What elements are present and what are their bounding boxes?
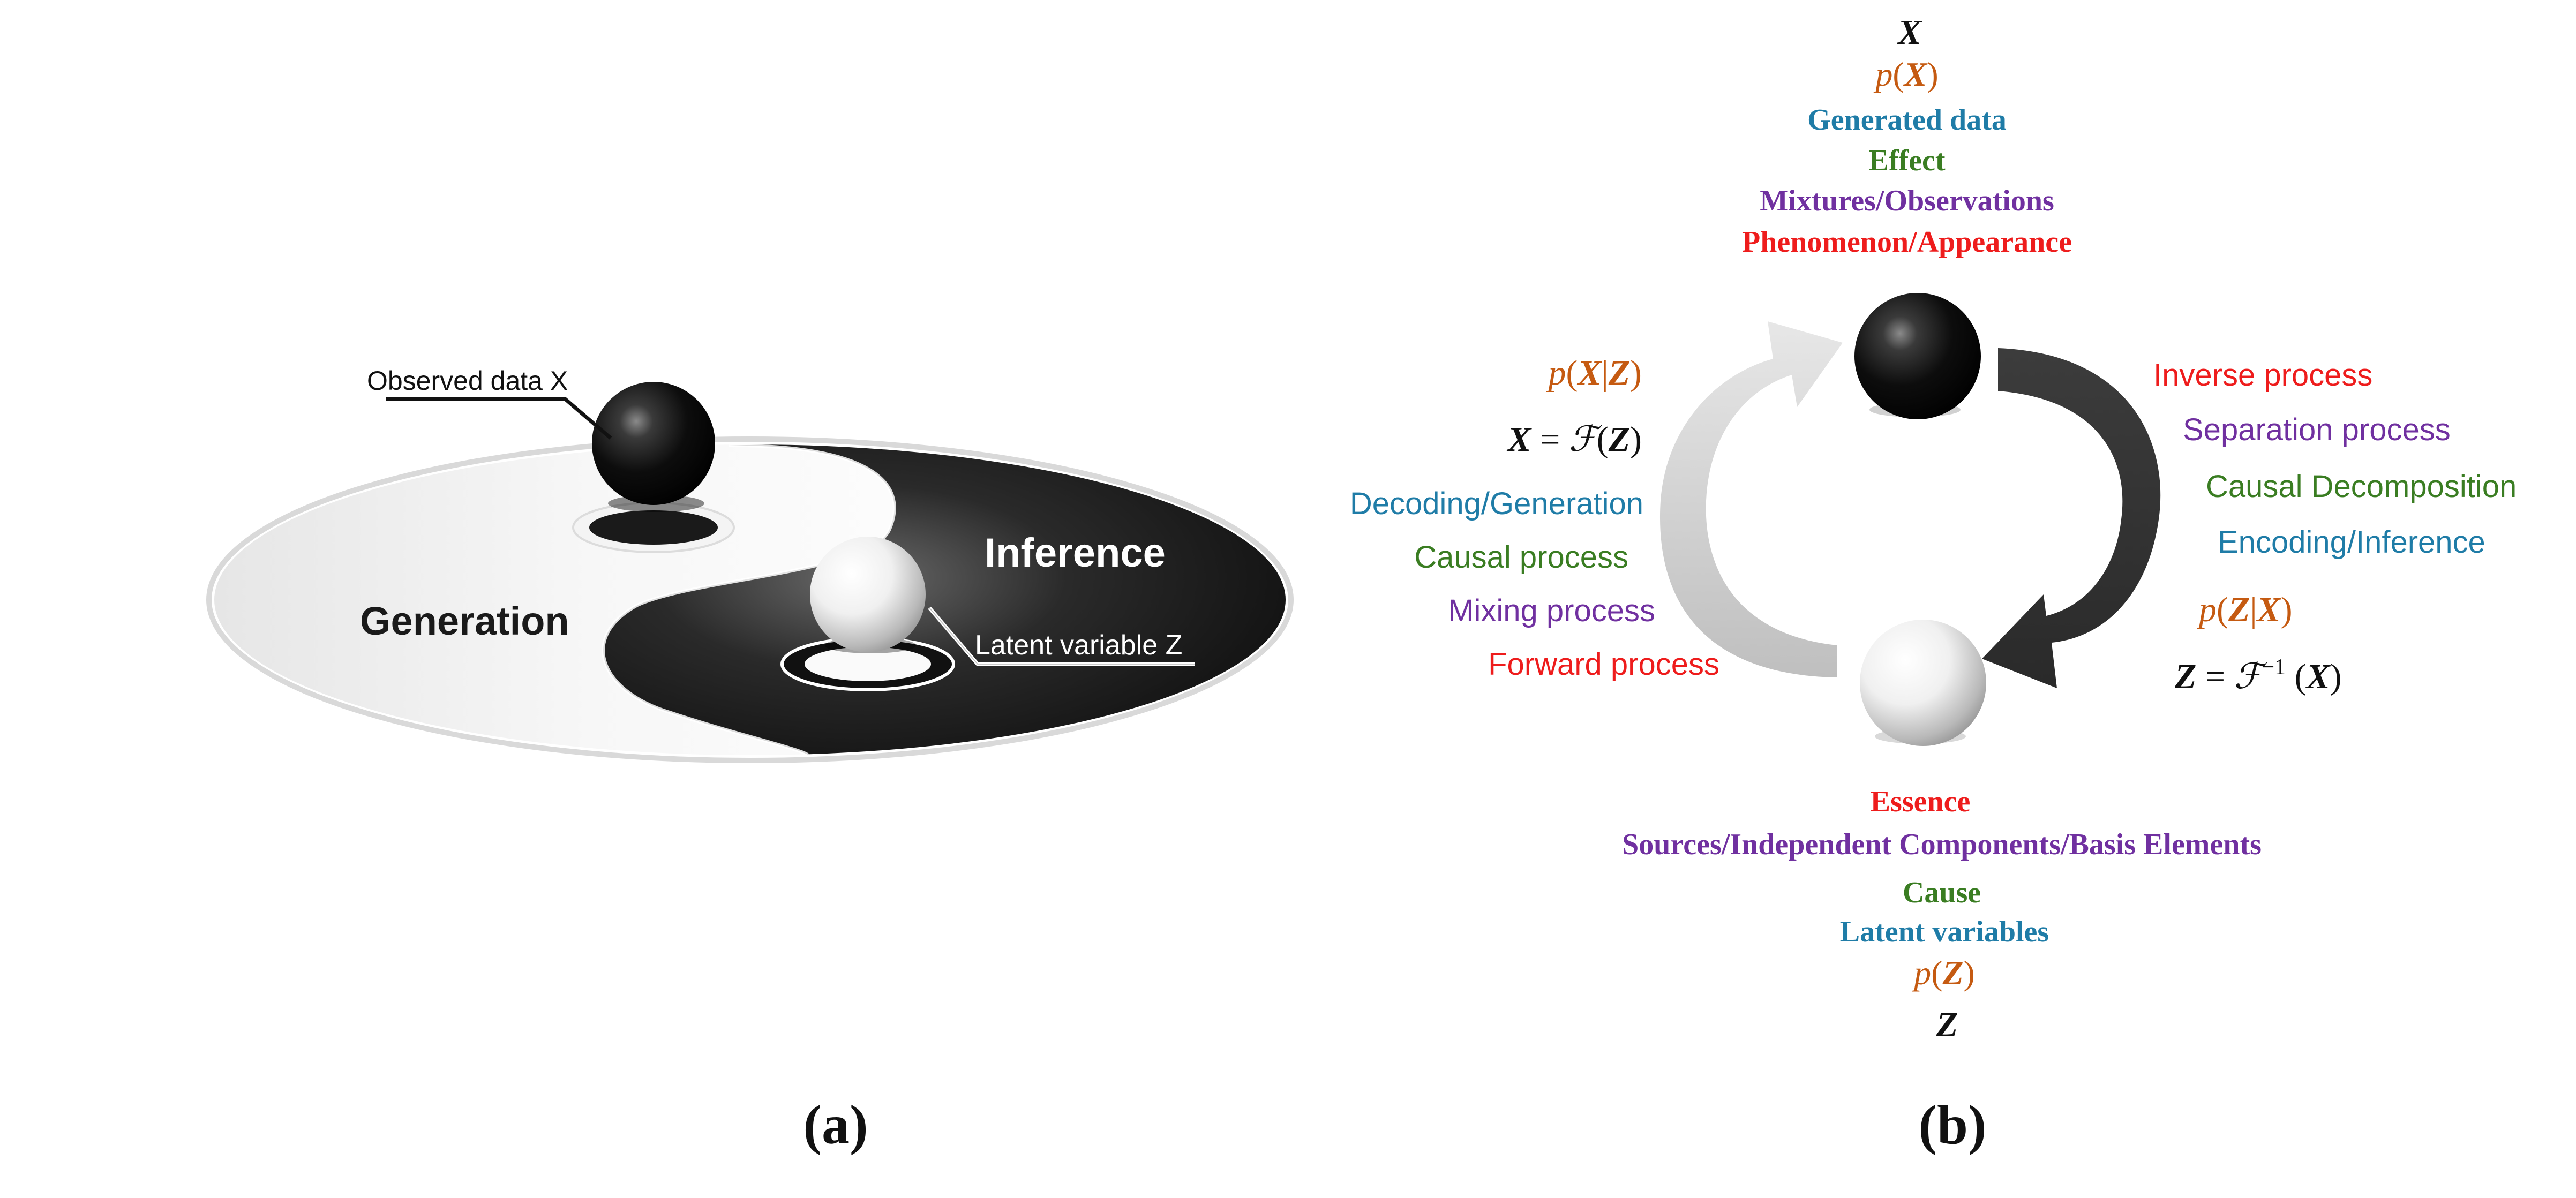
z-var: Z (1608, 353, 1630, 393)
x-var: X (2256, 590, 2282, 629)
cause-label: Cause (1903, 876, 1981, 909)
separation-process-label: Separation process (2183, 412, 2451, 447)
z-var: Z (1608, 420, 1630, 459)
generated-data-label: Generated data (1807, 103, 2007, 137)
superscript: −1 (2262, 655, 2286, 680)
caption-a: (a) (803, 1094, 868, 1156)
bottom-p-z: p(Z) (1912, 954, 1975, 992)
open-paren: ( (2286, 657, 2306, 696)
bar: | (2250, 590, 2257, 629)
open-paren: ( (1931, 954, 1942, 992)
observed-ball (592, 382, 715, 505)
p-x-given-z: p(X|Z) (1546, 353, 1642, 393)
latent-socket-hole (805, 647, 931, 681)
bottom-z-symbol: Z (1936, 1005, 1958, 1044)
close-paren: ) (1630, 420, 1642, 459)
equals: = (2196, 657, 2234, 696)
generation-label: Generation (360, 599, 569, 643)
observed-data-label: Observed data X (367, 366, 568, 396)
phenomenon-label: Phenomenon/Appearance (1742, 225, 2072, 259)
s-curve-edge (602, 444, 896, 755)
open-paren: ( (1566, 353, 1578, 393)
open-paren: ( (2217, 590, 2228, 629)
inference-region (603, 444, 1286, 755)
caption-b: (b) (1918, 1094, 1986, 1156)
close-paren: ) (1927, 55, 1938, 93)
latent-ball (810, 537, 926, 652)
observed-socket-hole (589, 510, 718, 545)
close-paren: ) (2281, 590, 2293, 629)
close-paren: ) (1630, 353, 1642, 393)
panel-b: X p(X) Generated data Effect Mixtures/Ob… (1350, 13, 2517, 1156)
p-z-given-x: p(Z|X) (2197, 590, 2293, 629)
z-var: Z (2228, 590, 2250, 629)
z-var: Z (1942, 954, 1963, 992)
bottom-ball (1860, 620, 1986, 746)
p-symbol: p (1546, 353, 1566, 393)
inverse-equation: Z = ℱ−1 (X) (2174, 655, 2342, 696)
x-var: X (2305, 657, 2331, 696)
x-var: X (1507, 420, 1533, 459)
latent-leader-line-edge (929, 607, 1195, 665)
p-symbol: p (1912, 954, 1931, 992)
effect-label: Effect (1868, 144, 1945, 177)
inverse-process-label: Inverse process (2153, 358, 2372, 393)
close-paren: ) (2330, 657, 2342, 696)
forward-equation: X = ℱ(Z) (1507, 420, 1642, 459)
encoding-label: Encoding/Inference (2218, 525, 2485, 560)
disk-outer-ring (206, 436, 1294, 763)
open-paren: ( (1597, 420, 1609, 459)
close-paren: ) (1964, 954, 1975, 992)
z-var: Z (2174, 657, 2196, 696)
bar: | (1601, 353, 1608, 393)
top-ball (1854, 293, 1981, 419)
forward-process-label: Forward process (1488, 647, 1719, 682)
forward-arrow (1659, 321, 1843, 677)
p-symbol: p (2197, 590, 2217, 629)
panel-a: Observed data X Latent variable Z Genera… (206, 366, 1294, 1156)
essence-label: Essence (1871, 785, 1971, 818)
inverse-arrow (1982, 348, 2161, 688)
decoding-label: Decoding/Generation (1350, 486, 1643, 521)
inference-label: Inference (985, 530, 1166, 576)
causal-decomposition-label: Causal Decomposition (2206, 469, 2517, 504)
mixing-process-label: Mixing process (1448, 593, 1655, 628)
latent-variable-label: Latent variable Z (975, 630, 1182, 661)
mixtures-label: Mixtures/Observations (1760, 184, 2054, 217)
equals: = (1531, 420, 1569, 459)
top-p-x: p(X) (1873, 55, 1938, 93)
top-x-symbol: X (1897, 13, 1922, 52)
causal-process-label: Causal process (1414, 540, 1628, 575)
x-var: X (1903, 55, 1928, 93)
p-symbol: p (1873, 55, 1892, 93)
latent-variables-label: Latent variables (1840, 915, 2049, 948)
observed-leader-line (386, 397, 612, 440)
sources-label: Sources/Independent Components/Basis Ele… (1622, 828, 2262, 861)
open-paren: ( (1892, 55, 1904, 93)
x-var: X (1576, 353, 1602, 393)
